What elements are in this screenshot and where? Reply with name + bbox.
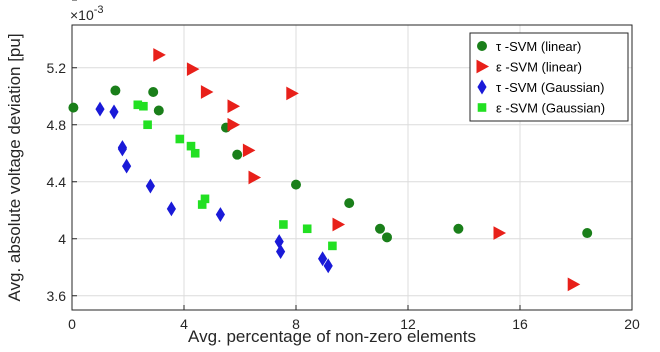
data-point (242, 143, 256, 158)
data-point (375, 223, 385, 234)
data-point (493, 226, 507, 240)
data-point (227, 99, 241, 114)
legend: τ -SVM (linear) ε -SVM (linear) τ -SVM (Ga… (469, 32, 629, 122)
y-multiplier: ×10-3 (70, 4, 104, 23)
x-tick-label: 12 (400, 316, 416, 332)
data-point (323, 258, 333, 274)
y-tick-label: 3.6 (47, 288, 67, 304)
data-point (166, 201, 176, 217)
legend-marker (476, 59, 490, 74)
y-tick-label: 4 (58, 231, 66, 247)
y-tick-label: 4.8 (47, 117, 67, 133)
data-point (153, 105, 164, 116)
legend-entry: ε -SVM (Gaussian) (496, 101, 605, 116)
y-tick-label: 5.2 (47, 60, 67, 76)
x-axis-ticks: 0 4 8 12 16 20 (68, 305, 640, 332)
data-point (122, 158, 132, 174)
data-point (153, 48, 166, 62)
legend-marker (477, 103, 487, 112)
x-tick-label: 4 (180, 316, 188, 332)
data-point (110, 85, 121, 96)
y-multiplier-exponent: -3 (94, 4, 104, 16)
data-point (215, 207, 225, 222)
data-point (68, 102, 79, 113)
data-point (117, 141, 127, 157)
y-multiplier-base: ×10 (70, 7, 94, 23)
y-axis-label: Avg. absolute voltage deviation [pu] (5, 33, 24, 301)
data-point (302, 224, 312, 234)
data-point (279, 220, 288, 229)
data-point (139, 101, 148, 111)
data-point (186, 141, 196, 151)
data-point (190, 148, 200, 158)
y-tick-label: 5.4 (47, 0, 67, 3)
data-point (274, 234, 284, 250)
x-tick-label: 8 (292, 316, 300, 332)
data-point (382, 232, 392, 243)
data-point (318, 251, 328, 267)
data-point (248, 170, 262, 185)
data-point (286, 86, 299, 101)
legend-marker (477, 79, 487, 95)
data-point (344, 198, 355, 209)
data-point (109, 104, 119, 120)
x-tick-label: 16 (512, 316, 528, 332)
x-axis-label: Avg. percentage of non-zero elements (188, 327, 476, 346)
legend-entry: τ -SVM (Gaussian) (496, 80, 604, 95)
plot-area (71, 24, 633, 311)
data-point (95, 101, 105, 117)
legend-box (469, 32, 629, 122)
data-point (145, 178, 155, 194)
data-point (328, 241, 337, 251)
x-tick-label: 0 (68, 316, 76, 332)
y-tick-label: 4.4 (47, 174, 67, 190)
data-point (148, 86, 159, 97)
data-point (227, 117, 241, 132)
legend-marker (477, 41, 487, 51)
data-point (582, 228, 593, 239)
data-point (276, 244, 286, 260)
data-points (68, 48, 593, 292)
data-point (175, 134, 185, 144)
x-tick-label: 20 (624, 316, 640, 332)
data-point (200, 194, 210, 204)
legend-entry: τ -SVM (linear) (496, 39, 581, 54)
legend-entry: ε -SVM (linear) (496, 60, 582, 75)
data-point (291, 179, 301, 190)
data-point (453, 223, 464, 234)
data-point (186, 62, 200, 77)
data-point (232, 149, 243, 160)
data-point (200, 85, 214, 99)
data-point (567, 277, 581, 292)
y-axis-ticks: 3.6 4 4.4 4.8 5.2 5.4 (47, 0, 77, 304)
data-point (143, 120, 152, 130)
data-point (332, 217, 346, 232)
